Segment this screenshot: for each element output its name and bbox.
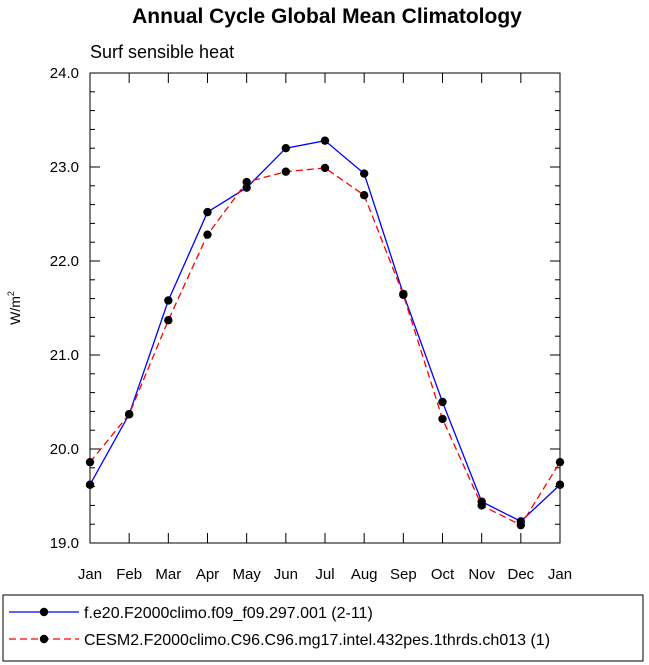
data-point-series-2 bbox=[164, 316, 173, 325]
y-tick-labels: 19.0 20.0 21.0 22.0 23.0 24.0 bbox=[50, 65, 79, 552]
legend-marker-1 bbox=[39, 607, 49, 617]
legend: f.e20.F2000climo.f09_f09.297.001 (2-11) C… bbox=[9, 605, 550, 649]
data-point-series-1 bbox=[555, 480, 565, 489]
x-tick-label: May bbox=[232, 566, 261, 583]
x-tick-label: Jul bbox=[315, 566, 334, 583]
legend-label-1: f.e20.F2000climo.f09_f09.297.001 (2-11) bbox=[84, 605, 373, 622]
series-line-1 bbox=[89, 139, 561, 523]
data-point-series-2 bbox=[399, 290, 408, 300]
axis-ticks bbox=[89, 72, 561, 544]
y-axis-label: W/m2 bbox=[6, 291, 23, 325]
data-point-series-1 bbox=[85, 480, 95, 489]
data-point-series-1 bbox=[438, 397, 447, 407]
x-tick-labels: Jan Feb Mar Apr May Jun Jul Aug Sep Oct Nov Dec Jan bbox=[78, 566, 572, 583]
x-tick-label: Nov bbox=[468, 566, 495, 583]
data-point-series-2 bbox=[477, 501, 486, 510]
series-layer bbox=[85, 136, 565, 530]
y-axis-label-unit: W/m bbox=[7, 296, 23, 325]
series-line-2 bbox=[89, 167, 561, 526]
svg-text:W/m2: W/m2 bbox=[6, 291, 23, 325]
legend-box bbox=[2, 594, 644, 662]
data-point-series-2 bbox=[359, 191, 369, 200]
data-point-series-1 bbox=[281, 144, 291, 153]
chart-title: Annual Cycle Global Mean Climatology bbox=[132, 5, 522, 28]
data-point-series-2 bbox=[242, 177, 251, 187]
data-point-series-2 bbox=[281, 167, 291, 176]
x-tick-label: Feb bbox=[116, 566, 142, 583]
data-point-series-2 bbox=[85, 457, 95, 467]
x-tick-label: Apr bbox=[196, 566, 219, 583]
data-point-series-2 bbox=[124, 410, 134, 419]
data-point-series-2 bbox=[438, 414, 447, 424]
data-point-series-1 bbox=[164, 296, 173, 305]
y-axis-label-exponent: 2 bbox=[6, 291, 16, 296]
data-point-series-1 bbox=[359, 169, 369, 178]
x-tick-label: Jan bbox=[78, 566, 102, 583]
y-tick-label: 23.0 bbox=[50, 159, 79, 176]
x-tick-label: Sep bbox=[390, 566, 417, 583]
y-tick-label: 22.0 bbox=[50, 253, 79, 270]
data-point-series-2 bbox=[203, 230, 212, 239]
y-tick-label: 21.0 bbox=[50, 347, 79, 364]
x-tick-label: Mar bbox=[155, 566, 181, 583]
data-point-series-2 bbox=[516, 520, 526, 530]
data-point-series-2 bbox=[320, 163, 330, 173]
data-point-series-1 bbox=[320, 136, 330, 145]
legend-marker-2 bbox=[39, 634, 49, 644]
legend-label-2: CESM2.F2000climo.C96.C96.mg17.intel.432p… bbox=[84, 632, 550, 649]
data-point-series-2 bbox=[555, 457, 565, 467]
x-tick-label: Oct bbox=[431, 566, 455, 583]
x-tick-label: Jun bbox=[274, 566, 298, 583]
data-point-series-1 bbox=[203, 207, 212, 217]
chart-subtitle: Surf sensible heat bbox=[90, 42, 234, 62]
y-tick-label: 19.0 bbox=[50, 535, 79, 552]
x-tick-label: Dec bbox=[507, 566, 534, 583]
x-tick-label: Aug bbox=[351, 566, 378, 583]
y-tick-label: 20.0 bbox=[50, 441, 79, 458]
y-tick-label: 24.0 bbox=[50, 65, 79, 82]
x-tick-label: Jan bbox=[548, 566, 572, 583]
